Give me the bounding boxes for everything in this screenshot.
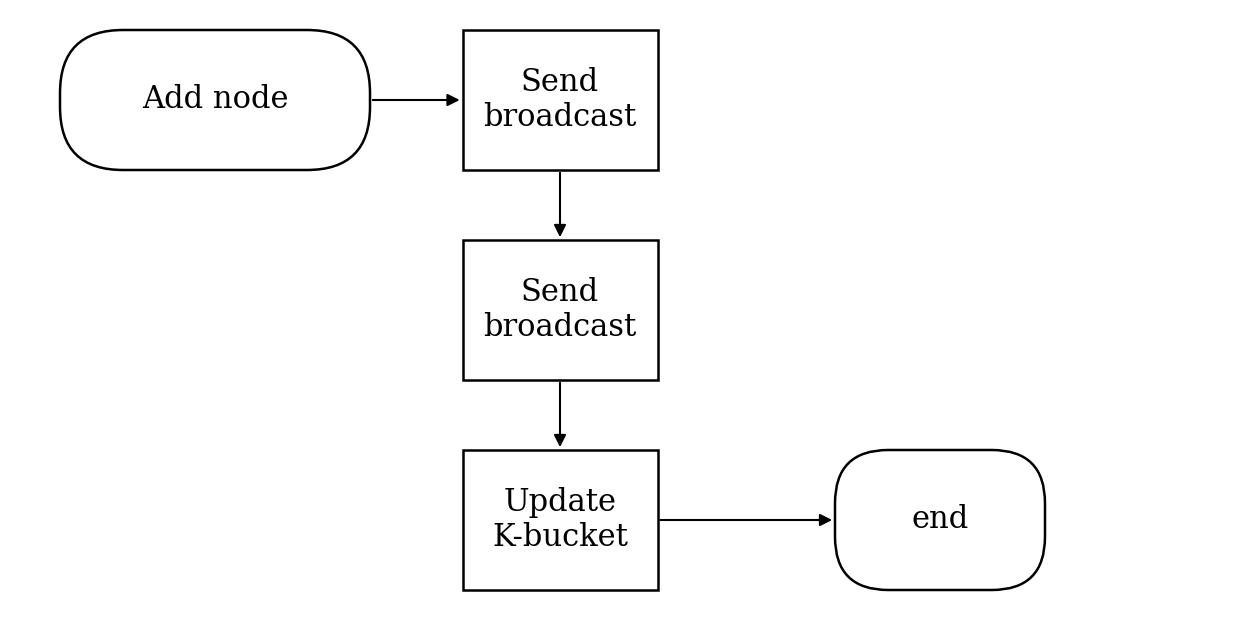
- FancyBboxPatch shape: [59, 30, 370, 170]
- Text: Send
broadcast: Send broadcast: [483, 66, 637, 134]
- Bar: [462, 450, 658, 590]
- FancyBboxPatch shape: [835, 450, 1044, 590]
- Bar: [462, 30, 658, 170]
- Text: end: end: [912, 505, 969, 536]
- Text: Add node: Add node: [141, 84, 289, 115]
- Text: Send
broadcast: Send broadcast: [483, 277, 637, 343]
- Bar: [462, 240, 658, 380]
- Text: Update
K-bucket: Update K-bucket: [492, 487, 628, 553]
